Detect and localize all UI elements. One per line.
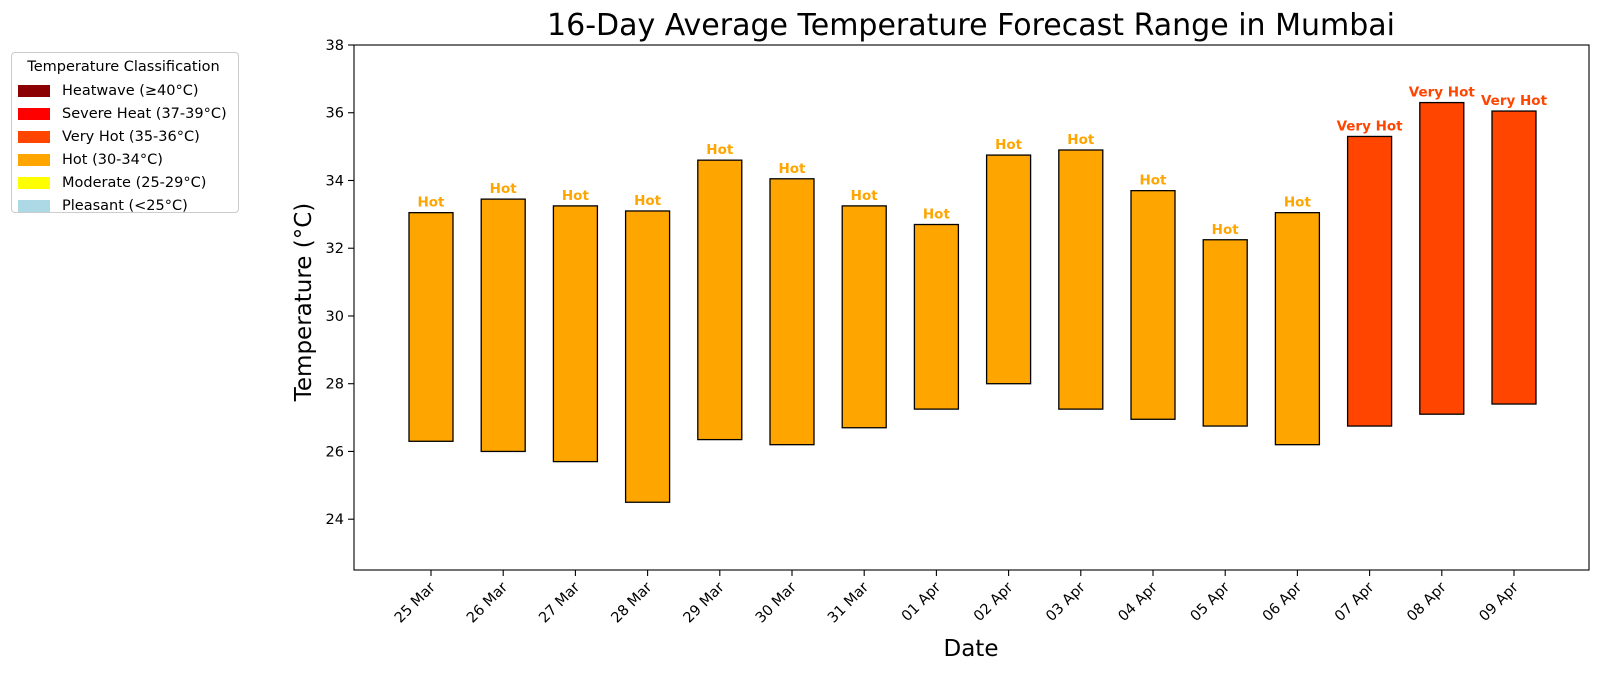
bar bbox=[1419, 101, 1465, 415]
bar bbox=[1202, 239, 1248, 427]
bar bbox=[1274, 212, 1321, 446]
bar bbox=[1491, 110, 1537, 405]
legend-item: Heatwave (≥40°C) bbox=[17, 79, 230, 102]
bar-data-label: Hot bbox=[923, 207, 951, 223]
bar bbox=[408, 212, 454, 442]
legend-swatch bbox=[18, 153, 50, 166]
bar-data-label: Hot bbox=[706, 142, 734, 158]
bar-data-label: Hot bbox=[1212, 222, 1240, 238]
bar-data-label: Hot bbox=[417, 195, 445, 211]
x-tick-label: 08 Apr bbox=[1404, 579, 1449, 624]
chart-title: 16-Day Average Temperature Forecast Rang… bbox=[547, 8, 1395, 43]
legend-label: Hot (30-34°C) bbox=[62, 151, 163, 168]
y-tick-label: 32 bbox=[326, 241, 344, 257]
x-tick-label: 01 Apr bbox=[899, 579, 944, 624]
bar-data-label: Hot bbox=[778, 161, 806, 177]
bar-data-label: Hot bbox=[490, 181, 518, 197]
bar-data-label: Hot bbox=[851, 188, 879, 204]
bar-data-label: Hot bbox=[1067, 132, 1095, 148]
bar bbox=[552, 205, 599, 463]
x-tick-label: 31 Mar bbox=[825, 579, 872, 626]
bar-data-label: Hot bbox=[1139, 173, 1167, 189]
x-tick-label: 03 Apr bbox=[1043, 579, 1088, 624]
bar-data-label: Very Hot bbox=[1337, 118, 1404, 134]
legend-item: Very Hot (35-36°C) bbox=[17, 125, 230, 148]
bar bbox=[1130, 189, 1176, 420]
bar bbox=[480, 198, 526, 453]
bar bbox=[985, 154, 1032, 385]
legend-label: Moderate (25-29°C) bbox=[62, 174, 207, 191]
legend-label: Very Hot (35-36°C) bbox=[62, 128, 200, 145]
y-tick-label: 38 bbox=[326, 38, 344, 54]
legend-swatch bbox=[18, 107, 50, 120]
y-axis-title: Temperature (°C) bbox=[291, 203, 317, 403]
x-tick-label: 02 Apr bbox=[971, 579, 1016, 624]
legend-label: Heatwave (≥40°C) bbox=[62, 82, 199, 99]
bar-data-label: Hot bbox=[1284, 195, 1312, 211]
x-tick-label: 07 Apr bbox=[1332, 579, 1377, 624]
plot-area: Hot Hot Hot Hot Hot Hot Hot Hot Hot Hot Hot Hot Hot V… bbox=[326, 38, 1590, 626]
y-tick-label: 30 bbox=[326, 309, 344, 325]
bar bbox=[1346, 135, 1393, 427]
legend-items: Heatwave (≥40°C) Severe Heat (37-39°C) Ver… bbox=[17, 79, 230, 217]
legend-item: Hot (30-34°C) bbox=[17, 148, 230, 171]
bar bbox=[913, 223, 960, 410]
legend-item: Severe Heat (37-39°C) bbox=[17, 102, 230, 125]
plot-frame bbox=[353, 44, 1590, 571]
legend-swatch bbox=[18, 84, 50, 97]
legend-swatch bbox=[18, 176, 50, 189]
x-tick-label: 05 Apr bbox=[1188, 579, 1233, 624]
bar bbox=[841, 205, 887, 429]
bar-data-label: Hot bbox=[634, 193, 662, 209]
bar bbox=[697, 159, 743, 441]
legend-swatch bbox=[18, 130, 50, 143]
bar-data-label: Very Hot bbox=[1481, 93, 1548, 109]
bar-data-label: Hot bbox=[562, 188, 590, 204]
x-tick-label: 26 Mar bbox=[464, 579, 511, 626]
legend: Temperature Classification Heatwave (≥40… bbox=[11, 52, 239, 214]
x-tick-label: 04 Apr bbox=[1115, 579, 1160, 624]
legend-swatch bbox=[18, 199, 50, 212]
x-axis-title: Date bbox=[944, 636, 999, 662]
x-tick-label: 28 Mar bbox=[608, 579, 655, 626]
y-tick-label: 34 bbox=[326, 173, 344, 189]
y-tick-label: 24 bbox=[326, 512, 344, 528]
x-tick-label: 30 Mar bbox=[753, 579, 800, 626]
y-tick-label: 36 bbox=[326, 106, 344, 122]
bar-data-label: Hot bbox=[995, 137, 1023, 153]
bar bbox=[769, 178, 815, 446]
legend-item: Moderate (25-29°C) bbox=[17, 171, 230, 194]
bar bbox=[1058, 149, 1104, 410]
bar-data-label: Very Hot bbox=[1409, 85, 1476, 101]
x-tick-label: 25 Mar bbox=[392, 579, 439, 626]
legend-item: Pleasant (<25°C) bbox=[17, 194, 230, 217]
x-tick-label: 09 Apr bbox=[1476, 579, 1521, 624]
x-tick-label: 29 Mar bbox=[681, 579, 728, 626]
legend-label: Severe Heat (37-39°C) bbox=[62, 105, 227, 122]
x-tick-label: 27 Mar bbox=[536, 579, 583, 626]
x-tick-label: 06 Apr bbox=[1260, 579, 1305, 624]
y-tick-label: 26 bbox=[326, 444, 344, 460]
bar bbox=[624, 210, 671, 503]
legend-title: Temperature Classification bbox=[27, 59, 220, 75]
legend-label: Pleasant (<25°C) bbox=[62, 197, 188, 214]
y-tick-label: 28 bbox=[326, 377, 344, 393]
